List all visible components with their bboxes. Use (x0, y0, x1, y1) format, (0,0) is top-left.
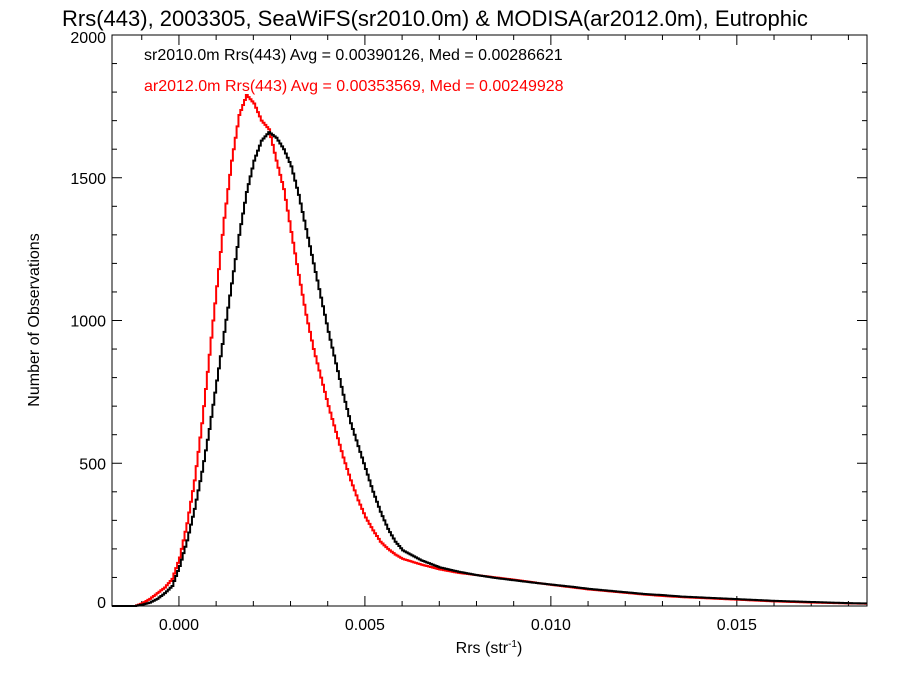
y-tick-label: 0 (97, 595, 106, 612)
y-axis-label: Number of Observations (26, 233, 43, 406)
chart-title: Rrs(443), 2003305, SeaWiFS(sr2010.0m) & … (62, 6, 808, 31)
x-tick-label: 0.015 (717, 617, 757, 634)
series-line-0 (112, 131, 867, 607)
x-tick-label: 0.005 (345, 617, 385, 634)
legend: sr2010.0m Rrs(443) Avg = 0.00390126, Med… (144, 47, 564, 95)
series-group (112, 93, 867, 607)
series-line-1 (112, 93, 867, 607)
y-axis: 0 500 1000 1500 2000 (70, 30, 867, 612)
y-tick-label: 500 (79, 456, 106, 473)
legend-entry-1: ar2012.0m Rrs(443) Avg = 0.00353569, Med… (144, 78, 564, 95)
y-tick-label: 1000 (70, 314, 106, 331)
y-tick-label: 2000 (70, 30, 106, 47)
y-tick-label: 1500 (70, 171, 106, 188)
x-tick-label: 0.010 (531, 617, 571, 634)
legend-entry-0: sr2010.0m Rrs(443) Avg = 0.00390126, Med… (144, 47, 563, 64)
x-axis: 0.000 0.005 0.010 0.015 (141, 35, 849, 634)
x-axis-label: Rrs (str-1) (456, 639, 523, 657)
x-tick-label: 0.000 (159, 617, 199, 634)
